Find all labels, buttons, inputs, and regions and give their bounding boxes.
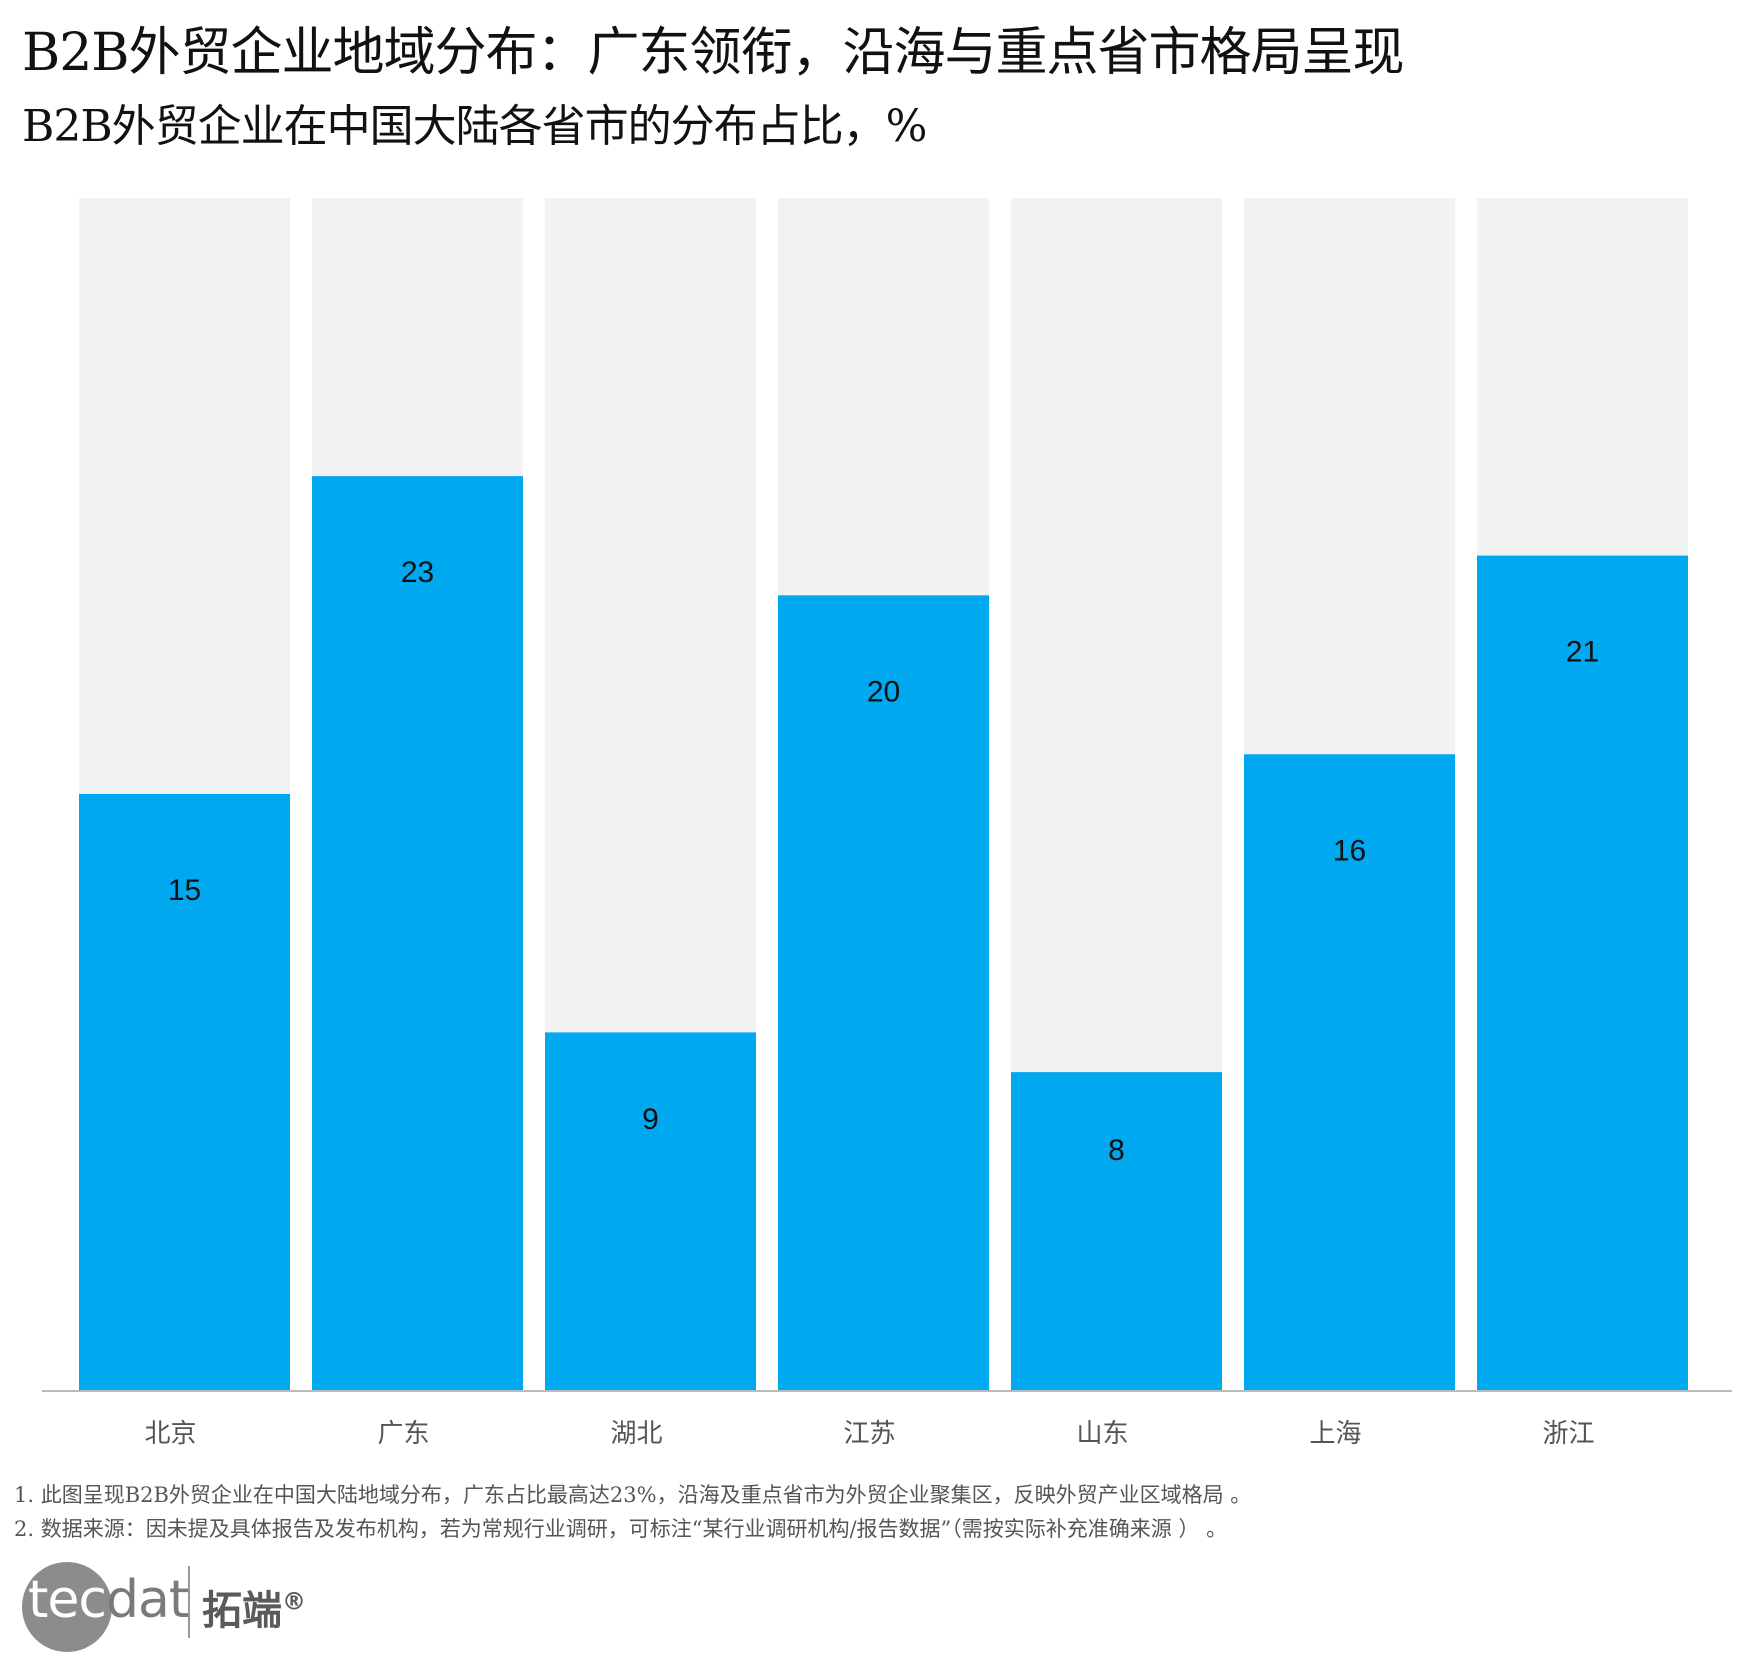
data-label: 21 — [1566, 636, 1599, 669]
bar — [312, 476, 523, 1391]
data-label: 16 — [1333, 834, 1366, 867]
chart-title: B2B外贸企业地域分布：广东领衔，沿海与重点省市格局呈现 — [22, 23, 1405, 83]
x-tick-label: 山东 — [1076, 1419, 1128, 1449]
logo-wordmark: tecdat — [28, 1570, 189, 1630]
footnotes: 1. 此图呈现B2B外贸企业在中国大陆地域分布，广东占比最高达23%，沿海及重点… — [14, 1478, 1251, 1546]
data-label: 15 — [168, 874, 201, 907]
bar — [1477, 555, 1688, 1390]
data-label: 20 — [867, 675, 900, 708]
footnote-1: 1. 此图呈现B2B外贸企业在中国大陆地域分布，广东占比最高达23%，沿海及重点… — [14, 1483, 1252, 1507]
logo-cn-name: 拓端® — [202, 1587, 306, 1634]
bar — [778, 595, 989, 1390]
chart-subtitle: B2B外贸企业在中国大陆各省市的分布占比，% — [22, 101, 927, 152]
bar-chart: 15 23 9 20 8 16 21 北京 广东 湖北 江苏 山东 上海 浙江 — [42, 198, 1732, 1449]
brand-logo: tecdat 拓端® — [22, 1556, 312, 1652]
x-tick-label: 上海 — [1309, 1419, 1361, 1449]
x-tick-label: 湖北 — [610, 1419, 662, 1449]
logo-circle — [22, 1562, 112, 1652]
x-tick-label: 江苏 — [843, 1419, 895, 1449]
footnote-2: 2. 数据来源：因未提及具体报告及发布机构，若为常规行业调研，可标注“某行业调研… — [14, 1517, 1228, 1541]
data-label: 23 — [401, 556, 434, 589]
x-tick-label: 北京 — [144, 1419, 196, 1449]
x-tick-label: 浙江 — [1542, 1419, 1594, 1449]
bar — [545, 1032, 756, 1390]
bar — [1011, 1072, 1222, 1390]
x-tick-label: 广东 — [377, 1419, 429, 1449]
data-label: 9 — [642, 1103, 659, 1136]
data-label: 8 — [1108, 1134, 1125, 1167]
bar — [1244, 754, 1455, 1390]
logo-divider — [188, 1566, 190, 1638]
bar — [79, 794, 290, 1390]
